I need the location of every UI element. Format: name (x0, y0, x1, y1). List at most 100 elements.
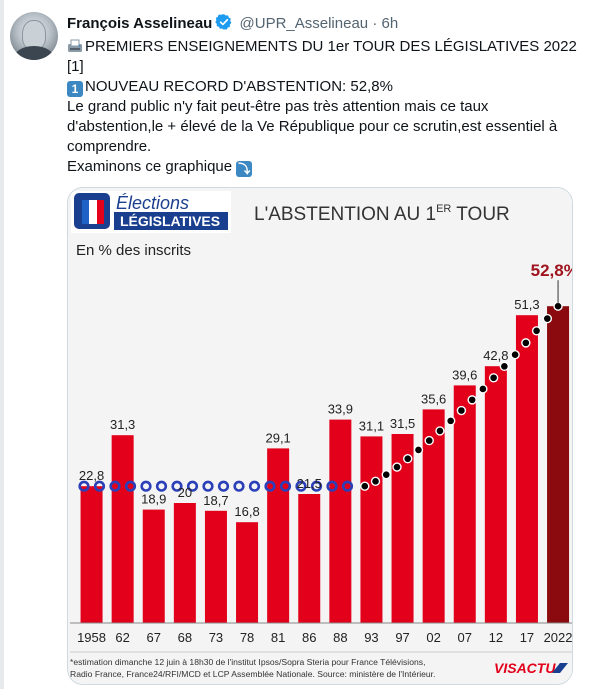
stable-dot (171, 480, 183, 492)
value-label-2022: 52,8%* (531, 261, 573, 280)
fax-machine-icon (67, 39, 83, 53)
tweet-line-4: Le grand public n'y fait peut-être pas t… (67, 98, 562, 155)
tick-label-93: 93 (364, 630, 378, 645)
left-rail (0, 0, 4, 689)
timestamp[interactable]: 6h (381, 15, 399, 32)
bar-62 (111, 435, 134, 623)
stable-dot (140, 480, 152, 492)
trend-dot (381, 469, 391, 480)
brand-mark-icon (552, 663, 568, 673)
bar-68 (173, 503, 196, 623)
trend-dot (488, 373, 499, 383)
value-label-86: 21,5 (297, 476, 322, 491)
tweet-line-3: 1 NOUVEAU RECORD D'ABSTENTION: 52,8% (67, 77, 577, 97)
stable-dot (248, 480, 261, 492)
tweet-header: François Asselineau @UPR_Asselineau · 6h (67, 13, 398, 37)
trend-dot (510, 350, 520, 360)
elections-logo: Élections LÉGISLATIVES (71, 191, 231, 233)
trend-dot (435, 426, 445, 436)
tick-label-1958: 1958 (77, 630, 106, 645)
tweet-media-image[interactable]: Élections LÉGISLATIVES L'ABSTENTION AU 1… (67, 187, 573, 685)
chart-subtitle: En % des inscrits (76, 242, 191, 259)
tick-label-02: 02 (426, 630, 440, 645)
trend-dot (424, 435, 434, 446)
author-handle[interactable]: @UPR_Asselineau (239, 15, 369, 32)
avatar-shoulders (14, 46, 54, 60)
value-label-68: 20 (178, 485, 192, 500)
tick-label-12: 12 (489, 630, 503, 645)
value-label-93: 31,1 (359, 418, 384, 433)
tick-label-78: 78 (240, 630, 254, 645)
tweet-line-2: [1] (67, 58, 84, 75)
tweet-line-5: Examinons ce graphique ⤵ (67, 158, 253, 177)
tick-label-17: 17 (520, 630, 534, 645)
bar-67 (142, 509, 165, 623)
trend-dot (467, 395, 477, 405)
bar-86 (298, 494, 321, 623)
trend-dot (370, 476, 381, 487)
stable-dot (155, 480, 168, 492)
bar-73 (204, 510, 227, 623)
value-label-73: 18,7 (203, 493, 228, 508)
tick-label-62: 62 (115, 630, 129, 645)
trend-dot (542, 313, 553, 324)
stable-dot (124, 480, 137, 492)
tick-label-68: 68 (178, 630, 192, 645)
bar-78 (236, 522, 259, 623)
trend-dot (531, 326, 542, 336)
value-label-07: 39,6 (452, 367, 477, 382)
keycap-one-icon: 1 (67, 81, 83, 97)
logo-line-2: LÉGISLATIVES (120, 213, 220, 229)
trend-dot (360, 481, 370, 491)
stable-dot (186, 480, 199, 492)
value-label-97: 31,5 (390, 416, 415, 431)
stable-dot (295, 480, 307, 492)
tick-labels-group: 1958 62 67 68 73 78 81 86 88 93 97 02 07 12 17 2022 (77, 630, 572, 645)
avatar-face (22, 20, 46, 50)
trend-dot (403, 454, 413, 464)
tick-label-81: 81 (271, 630, 285, 645)
trend-dot (478, 384, 488, 394)
trend-dot (392, 462, 402, 472)
stable-dot (264, 480, 276, 492)
bar-93 (360, 436, 383, 623)
trend-dot (413, 445, 424, 455)
tick-label-2022: 2022 (544, 630, 573, 645)
stable-dot (326, 480, 338, 492)
value-label-1958: 22,8 (79, 468, 104, 483)
tick-label-73: 73 (209, 630, 223, 645)
author-name[interactable]: François Asselineau (67, 15, 213, 32)
chart-title: L'ABSTENTION AU 1ER TOUR (254, 203, 510, 225)
bar-12 (484, 366, 507, 623)
abstention-chart: Élections LÉGISLATIVES L'ABSTENTION AU 1… (68, 188, 573, 684)
footnote-line-1: *estimation dimanche 12 juin à 18h30 de … (70, 657, 425, 667)
stable-dot (233, 480, 245, 492)
avatar[interactable] (10, 12, 58, 60)
value-label-67: 18,9 (141, 492, 166, 507)
value-label-88: 33,9 (328, 402, 353, 417)
verified-badge-icon (215, 13, 233, 37)
stable-dot (202, 480, 214, 492)
value-label-02: 35,6 (421, 391, 446, 406)
stable-dot (93, 480, 106, 492)
bar-88 (329, 419, 352, 623)
stable-dot (310, 480, 323, 492)
value-label-81: 29,1 (265, 430, 290, 445)
bars-group (80, 306, 570, 623)
bar-1958 (80, 486, 103, 623)
trend-dots-group (78, 301, 563, 492)
value-label-17: 51,3 (514, 297, 539, 312)
separator-dot: · (372, 15, 378, 32)
logo-line-1: Élections (116, 193, 189, 213)
stable-dot (109, 480, 121, 492)
trend-dot (445, 416, 456, 426)
value-label-12: 42,8 (483, 348, 508, 363)
bar-17 (515, 315, 538, 623)
bar-81 (267, 448, 290, 623)
tick-label-88: 88 (333, 630, 347, 645)
arrow-down-right-icon: ⤵ (236, 161, 253, 177)
bar-02 (422, 409, 445, 623)
stable-dot (78, 480, 90, 492)
tick-label-86: 86 (302, 630, 316, 645)
tweet-line-1: PREMIERS ENSEIGNEMENTS DU 1er TOUR DES L… (67, 37, 577, 57)
